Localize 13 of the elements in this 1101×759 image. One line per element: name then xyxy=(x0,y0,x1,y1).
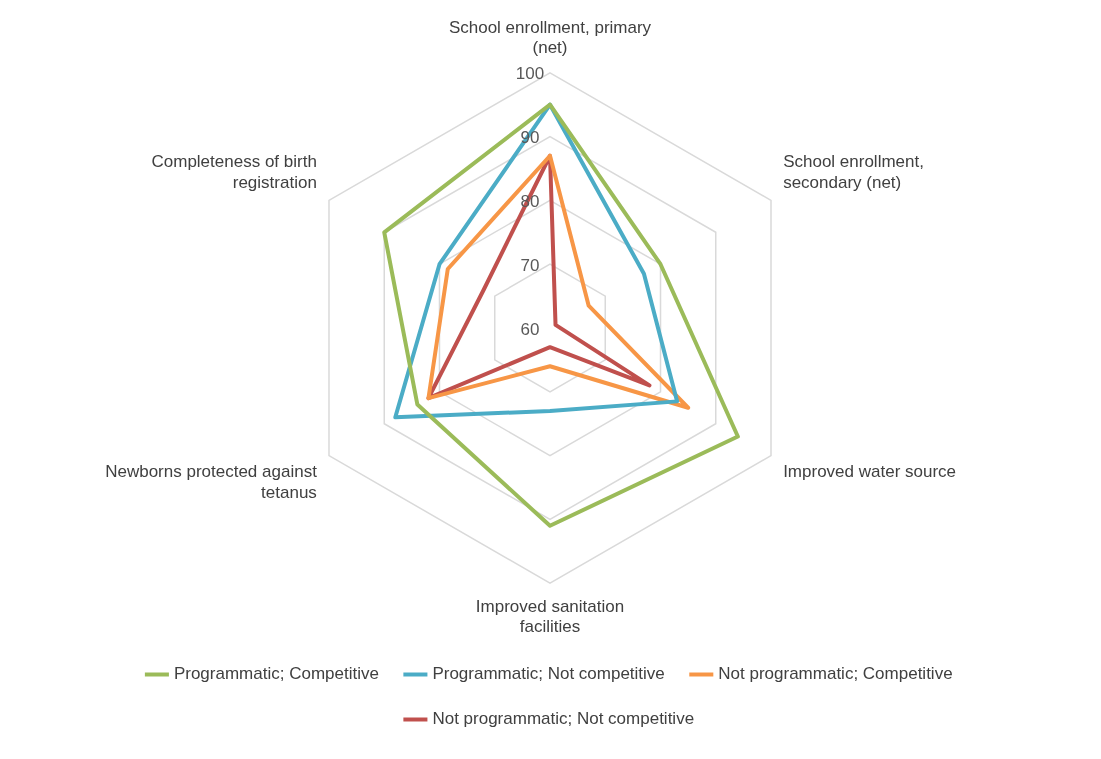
spoke-label: Newborns protected against tetanus xyxy=(105,462,318,502)
spoke-label: Improved water source xyxy=(783,462,957,482)
spoke-label: School enrollment, secondary (net) xyxy=(783,152,924,192)
spoke-label: Completeness of birth registration xyxy=(151,152,317,192)
legend-label: Not programmatic; Not competitive xyxy=(432,709,695,729)
spoke-label: Improved sanitation facilities xyxy=(475,597,625,637)
spoke-label: School enrollment, primary (net) xyxy=(448,17,652,58)
legend-label: Not programmatic; Competitive xyxy=(718,664,953,684)
y-tick-label: 100 xyxy=(515,64,545,84)
y-tick-label: 60 xyxy=(520,319,540,339)
legend-label: Programmatic; Competitive xyxy=(173,664,379,684)
legend-label: Programmatic; Not competitive xyxy=(432,664,665,684)
y-tick-label: 70 xyxy=(520,255,540,275)
